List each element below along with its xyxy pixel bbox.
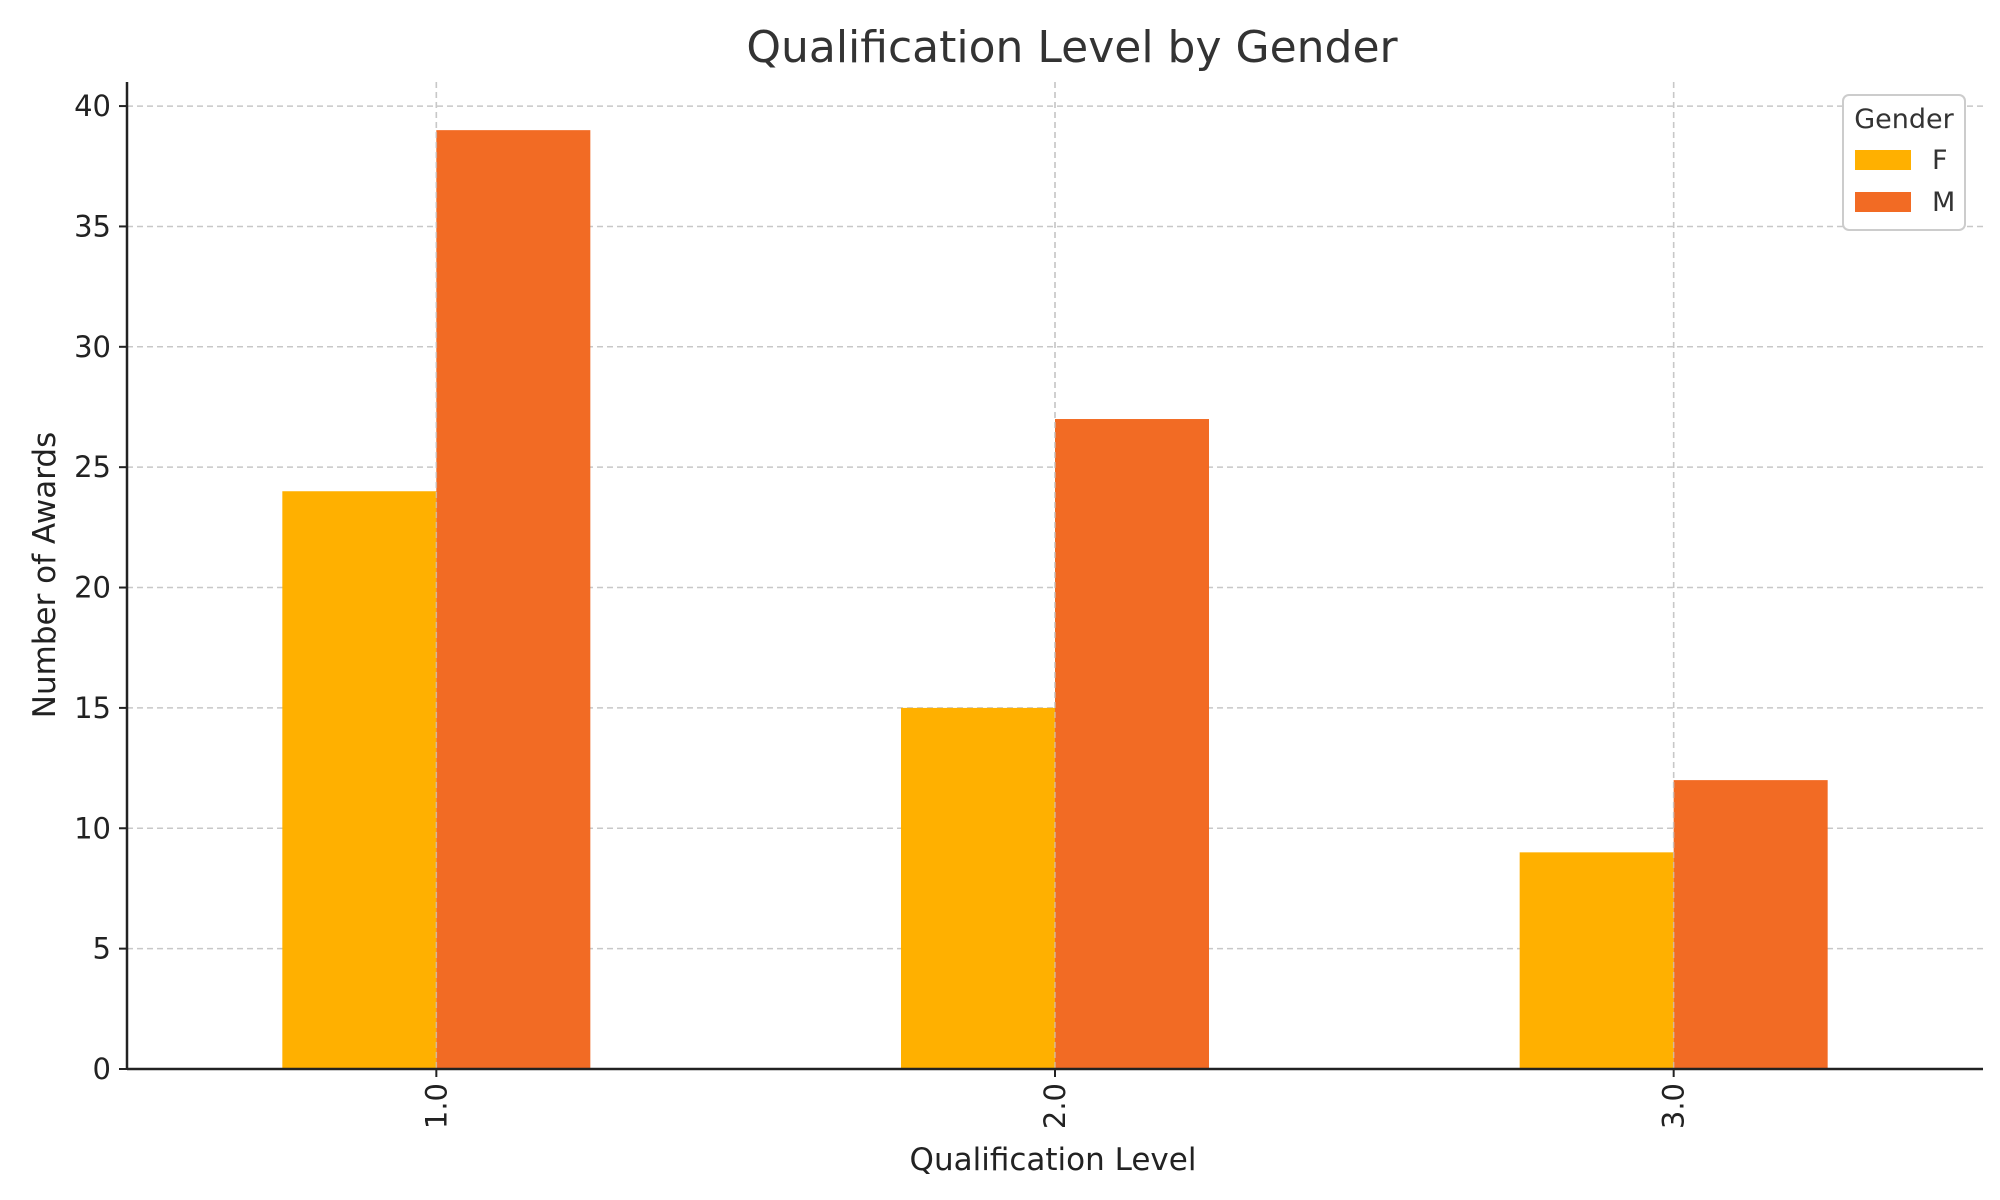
bar-F-2.0 xyxy=(901,707,1055,1069)
legend: Gender FM xyxy=(1842,94,1966,231)
y-tick-label: 25 xyxy=(74,450,111,484)
y-tick-labels: 0 5 10 15 20 25 30 35 40 xyxy=(74,89,111,1086)
y-tick-label: 0 xyxy=(93,1052,111,1086)
legend-title: Gender xyxy=(1854,104,1954,135)
y-tick-label: 35 xyxy=(74,209,111,243)
y-tick-label: 5 xyxy=(93,932,111,966)
axes xyxy=(119,82,1983,1077)
y-tick-label: 10 xyxy=(74,811,111,845)
legend-items: FM xyxy=(1855,145,1955,218)
y-tick-label: 40 xyxy=(74,89,111,123)
x-tick-label: 1.0 xyxy=(419,1083,453,1129)
y-tick-label: 15 xyxy=(74,691,111,725)
x-tick-labels: 1.0 2.0 3.0 xyxy=(419,1083,1690,1129)
bars xyxy=(282,82,1828,1069)
legend-swatch-F xyxy=(1855,150,1911,170)
bar-M-3.0 xyxy=(1673,780,1828,1069)
x-axis-label: Qualification Level xyxy=(910,1142,1197,1178)
legend-label-F: F xyxy=(1932,145,1948,176)
bar-F-1.0 xyxy=(282,491,437,1069)
x-tick-label: 2.0 xyxy=(1038,1083,1072,1129)
x-tick-label: 3.0 xyxy=(1657,1083,1691,1129)
legend-swatch-M xyxy=(1855,192,1911,212)
bar-M-2.0 xyxy=(1055,419,1209,1069)
y-axis-label: Number of Awards xyxy=(27,432,63,718)
y-tick-label: 20 xyxy=(74,571,111,605)
chart-title: Qualification Level by Gender xyxy=(746,22,1398,73)
bar-M-1.0 xyxy=(436,130,591,1069)
legend-label-M: M xyxy=(1932,187,1955,218)
bar-F-3.0 xyxy=(1519,852,1674,1069)
y-tick-label: 30 xyxy=(74,330,111,364)
